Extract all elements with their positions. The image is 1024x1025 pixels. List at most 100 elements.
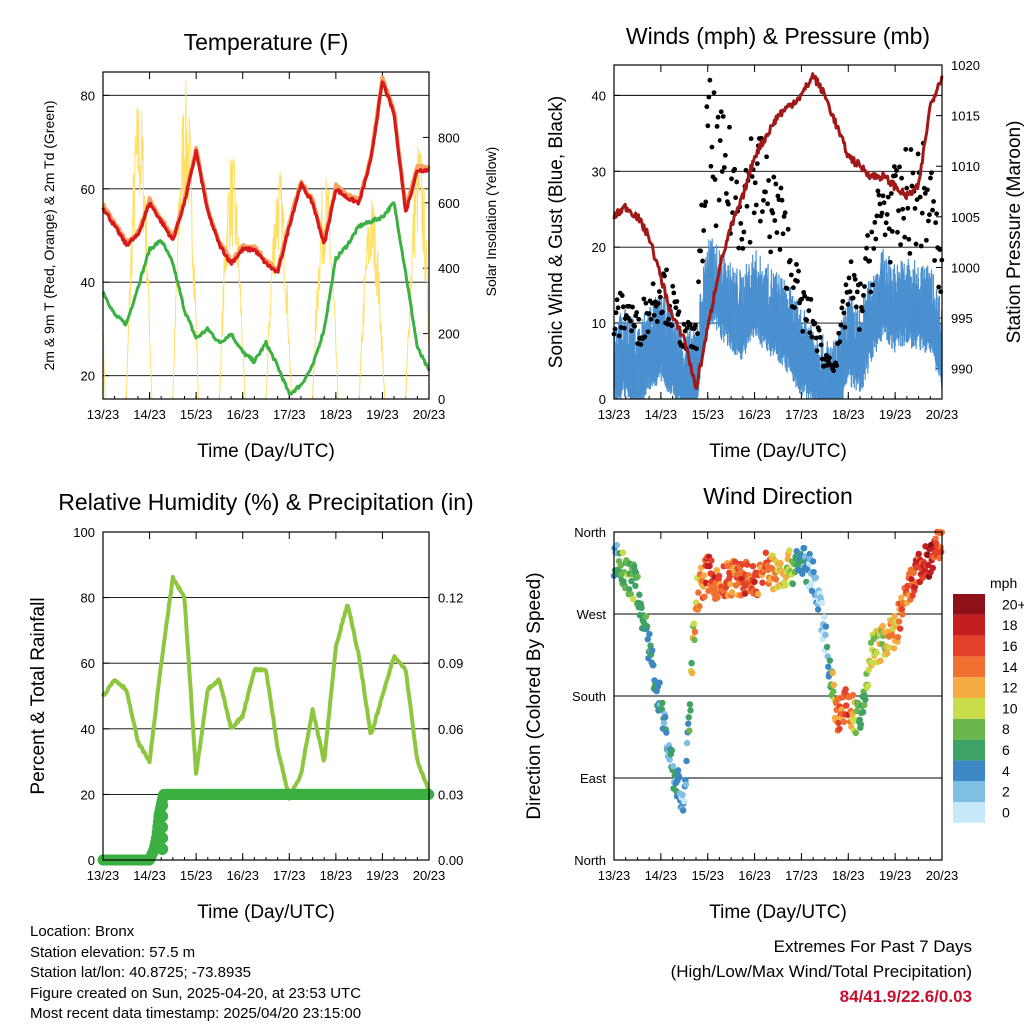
gust-point [887, 259, 893, 265]
gust-point [836, 330, 842, 336]
gust-point [719, 169, 725, 174]
direction-point [864, 682, 872, 689]
gust-point [936, 284, 942, 290]
gust-point [767, 234, 773, 240]
precip-point [156, 821, 169, 834]
direction-point [681, 798, 688, 805]
gust-point [641, 296, 647, 302]
gust-point [664, 267, 669, 273]
direction-point [899, 611, 906, 618]
colorbar-label: 2 [1002, 784, 1010, 800]
direction-point [751, 578, 758, 586]
gust-point [676, 309, 682, 315]
direction-point [646, 630, 653, 638]
gust-point [764, 154, 769, 160]
gust-point [754, 161, 760, 167]
direction-point [695, 589, 702, 596]
gust-point [898, 242, 903, 248]
direction-point [772, 576, 780, 583]
gust-point [876, 192, 882, 198]
gust-point [619, 293, 625, 298]
direction-point [822, 631, 829, 639]
direction-point [789, 580, 797, 588]
direction-point [809, 558, 817, 565]
pressure-line [612, 72, 944, 390]
colorbar-swatch [953, 614, 985, 636]
gust-point [712, 177, 718, 182]
y-right-tick-label: 200 [438, 327, 460, 342]
gust-point [766, 178, 772, 183]
gust-point [628, 318, 633, 324]
direction-point [651, 677, 658, 684]
gust-point [638, 341, 644, 347]
x-tick-label: 16/23 [226, 868, 259, 883]
direction-point [715, 572, 723, 580]
colorbar-title: mph [990, 575, 1017, 591]
wind-direction-panel: Wind DirectionNorthEastSouthWestNorth13/… [524, 483, 958, 923]
direction-point [643, 623, 651, 630]
gust-point [908, 147, 914, 152]
gust-point [934, 211, 940, 217]
y-right-tick-label: 1010 [951, 159, 980, 174]
direction-point [812, 574, 820, 581]
x-axis-label: Time (Day/UTC) [197, 441, 335, 462]
colorbar-swatch [953, 656, 985, 678]
gust-point [632, 323, 638, 329]
gust-point [781, 214, 787, 219]
extremes-values: 84/41.9/22.6/0.03 [839, 987, 972, 1006]
direction-point [688, 669, 696, 677]
direction-point [661, 714, 669, 721]
direction-point [687, 707, 694, 714]
direction-point [708, 557, 715, 564]
y-axis-label: 2m & 9m T (Red, Orange) & 2m Td (Green) [41, 101, 57, 371]
y-right-tick-label: 995 [951, 311, 973, 326]
direction-point [726, 573, 734, 580]
direction-point [932, 535, 939, 542]
gust-point [880, 193, 886, 199]
elevation-label: Station elevation: 57.5 m [30, 943, 196, 961]
gust-point [741, 229, 747, 235]
gust-point [784, 286, 790, 291]
gust-point [817, 334, 823, 340]
direction-point [669, 762, 677, 770]
gust-point [790, 285, 796, 291]
gust-point [614, 297, 620, 303]
gust-point [896, 208, 901, 214]
x-axis-label: Time (Day/UTC) [709, 441, 847, 462]
direction-point [625, 586, 633, 593]
y-right-tick-label: 0.03 [438, 787, 463, 802]
colorbar-label: 0 [1002, 804, 1010, 820]
direction-point [826, 657, 834, 664]
direction-point [843, 702, 850, 709]
direction-point [629, 595, 637, 603]
y-tick-label: 80 [81, 88, 95, 103]
x-tick-label: 16/23 [738, 407, 771, 422]
gust-point [669, 323, 675, 328]
direction-point [613, 541, 621, 549]
gust-point [818, 342, 824, 348]
gust-point [657, 294, 663, 300]
direction-point [666, 756, 673, 763]
direction-point [722, 584, 730, 591]
x-tick-label: 18/23 [320, 868, 353, 883]
direction-point [891, 613, 898, 620]
direction-point [706, 562, 713, 570]
gust-point [838, 322, 844, 328]
direction-point [898, 606, 906, 613]
gust-point [804, 317, 810, 323]
latlon-label: Station lat/lon: 40.8725; -73.8935 [30, 964, 252, 981]
colorbar-swatch [953, 594, 985, 615]
gust-point [894, 168, 899, 173]
y-right-tick-label: 1015 [951, 109, 980, 124]
gust-point [743, 167, 749, 173]
gust-point [861, 292, 866, 298]
gust-point [751, 210, 757, 216]
direction-point [830, 681, 838, 689]
x-tick-label: 18/23 [832, 407, 865, 422]
colorbar-label: 16 [1002, 638, 1018, 654]
gust-point [642, 334, 648, 340]
x-axis-label: Time (Day/UTC) [197, 902, 335, 923]
gust-point [812, 320, 818, 326]
x-tick-label: 13/23 [598, 407, 631, 422]
y-right-tick-label: 1020 [951, 58, 980, 73]
